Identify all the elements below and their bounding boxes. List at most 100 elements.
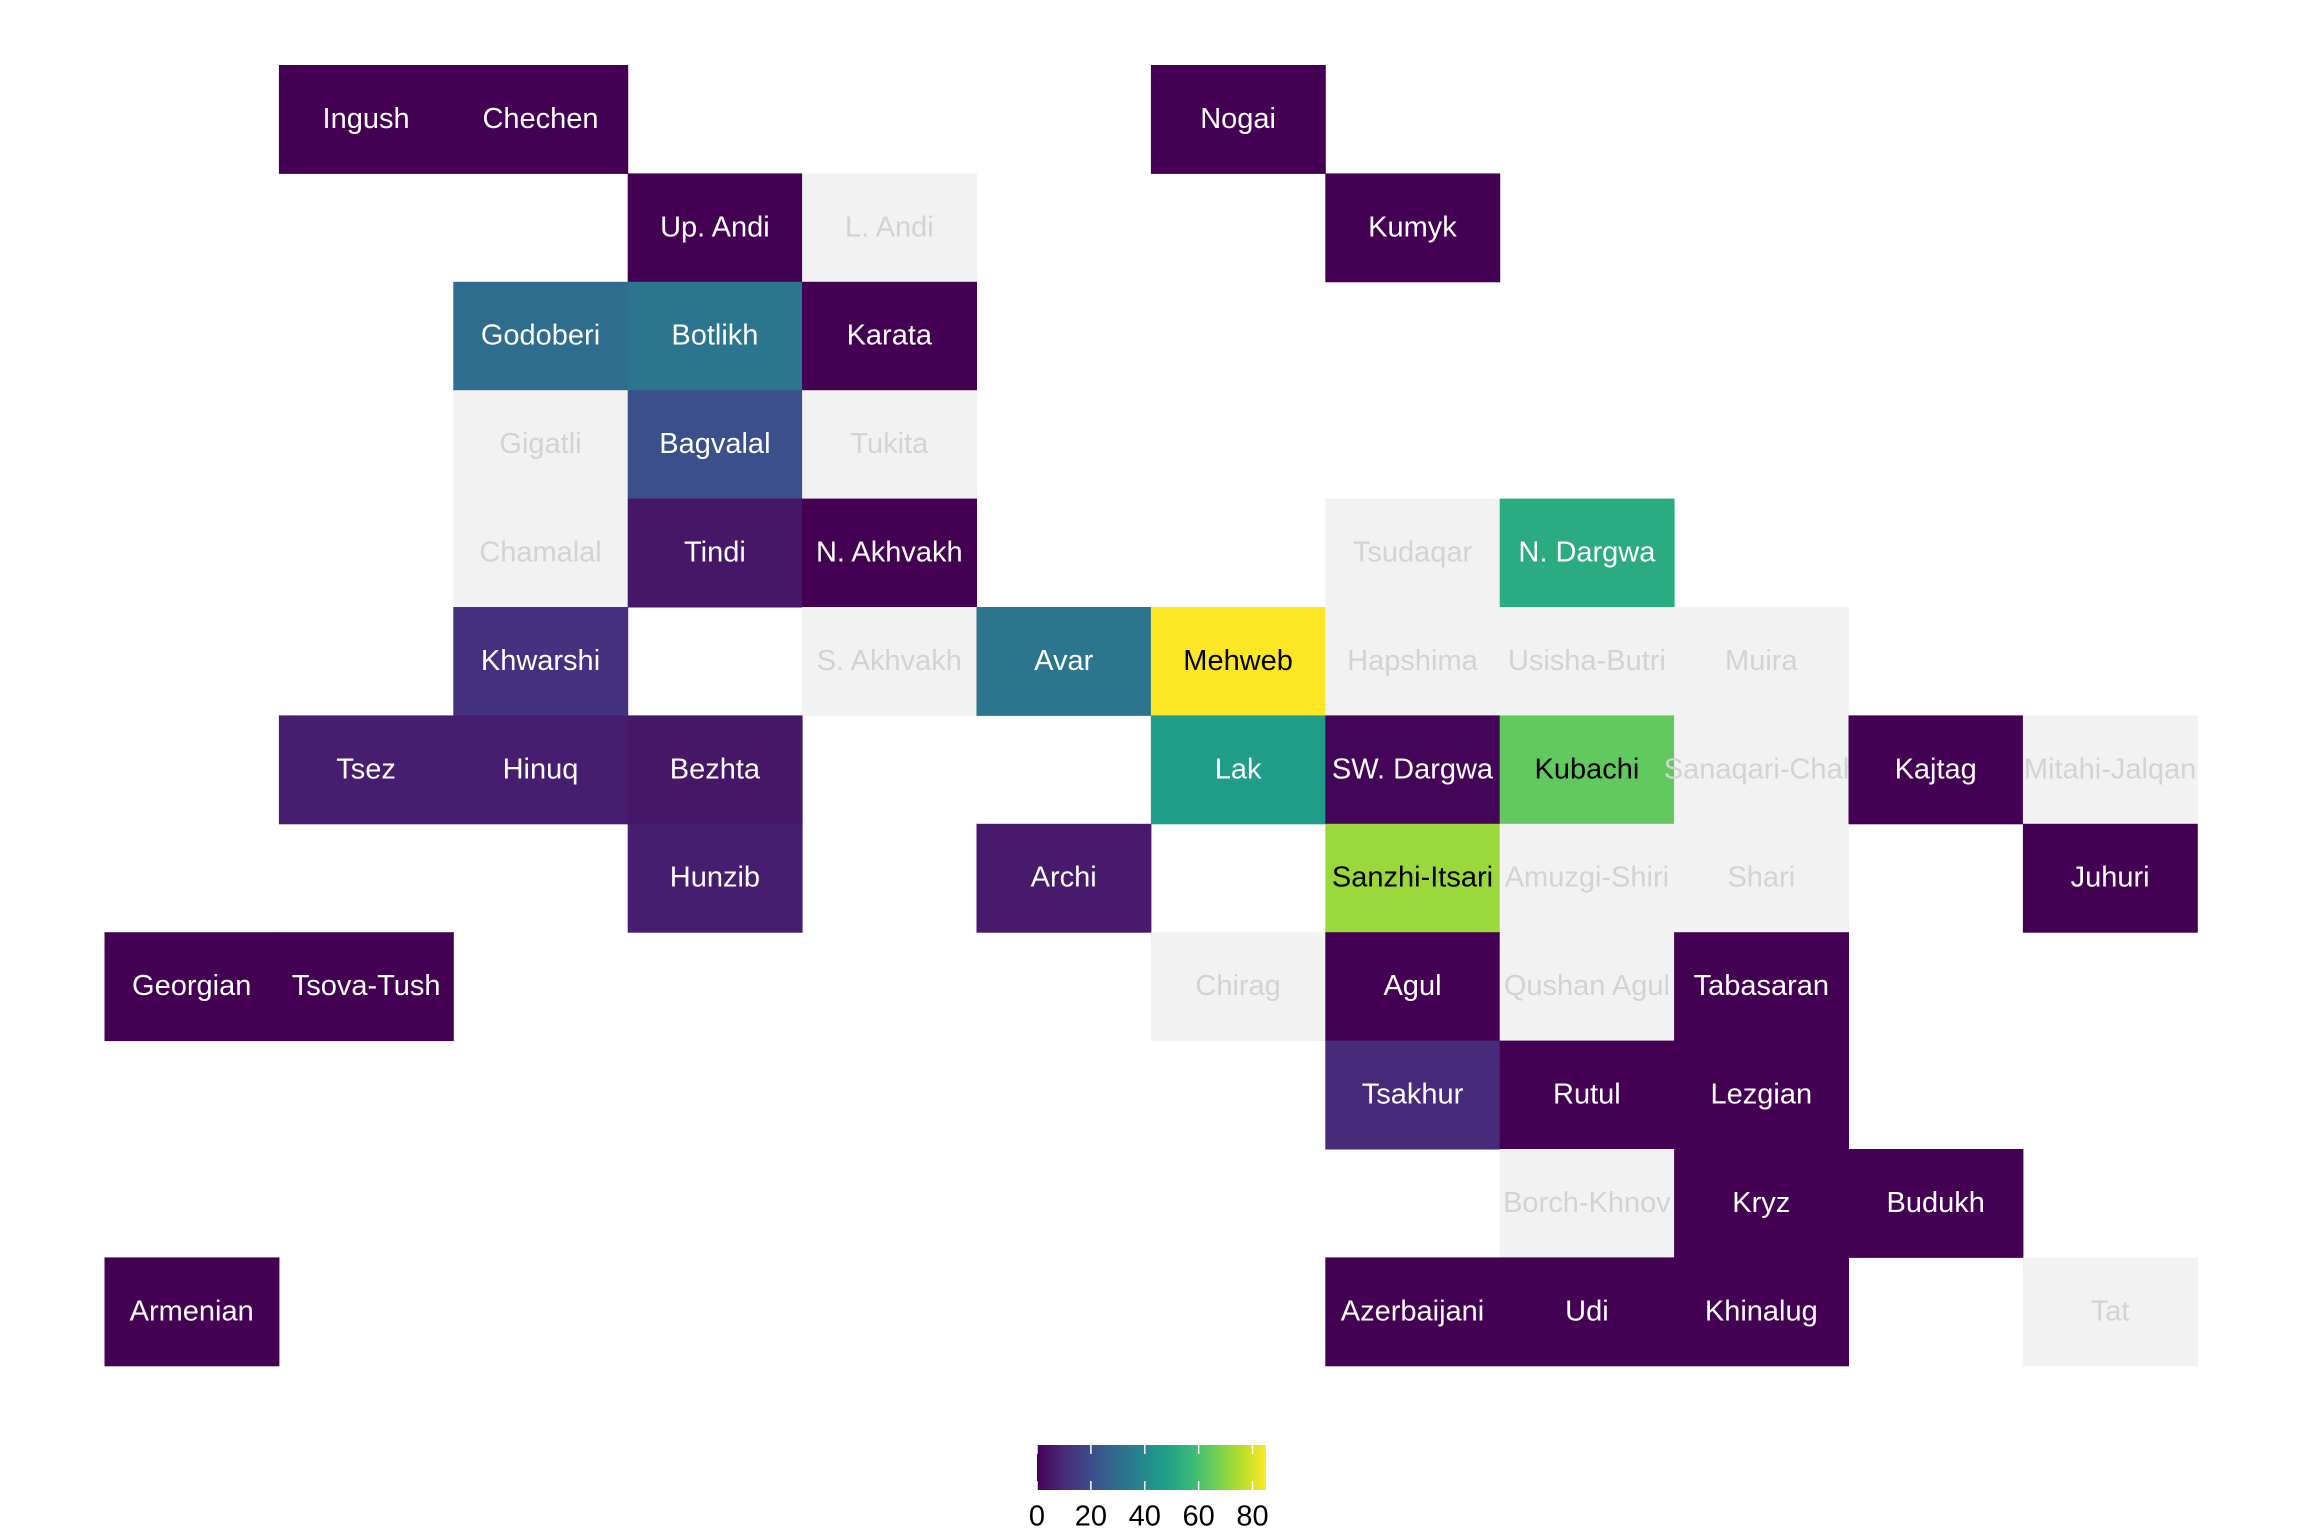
tile-label: Kumyk xyxy=(1368,211,1457,243)
tile xyxy=(1674,1040,1849,1150)
tile xyxy=(453,607,629,716)
tile-label: Lak xyxy=(1215,753,1262,785)
tile xyxy=(1674,1149,1849,1258)
tile-label: Kubachi xyxy=(1534,753,1639,785)
tile xyxy=(1325,1257,1501,1367)
tile-label: Muira xyxy=(1725,645,1798,677)
tile-label: Nogai xyxy=(1200,103,1276,135)
tile-label: Udi xyxy=(1565,1295,1609,1327)
tile-label: Ingush xyxy=(323,103,410,135)
tile xyxy=(2022,1257,2198,1367)
tile xyxy=(1150,607,1326,716)
tile-label: Chirag xyxy=(1195,970,1280,1002)
tile-label: SW. Dargwa xyxy=(1332,753,1494,785)
colorbar-tick-label: 40 xyxy=(1129,1501,1161,1533)
tile-label: Bagvalal xyxy=(659,428,770,460)
tile-label: Juhuri xyxy=(2071,862,2150,894)
tile xyxy=(627,715,803,825)
tile xyxy=(1499,607,1675,716)
tile-label: Hapshima xyxy=(1347,645,1478,677)
tile xyxy=(1325,1040,1501,1150)
tile-label: Gigatli xyxy=(499,428,581,460)
tile-label: Tat xyxy=(2091,1295,2130,1327)
tile xyxy=(1325,173,1501,283)
tile-label: Borch-Khnov xyxy=(1503,1187,1671,1219)
tile-label: Amuzgi-Shiri xyxy=(1505,862,1669,894)
tile xyxy=(802,281,977,391)
tile xyxy=(1325,498,1501,608)
tile xyxy=(976,607,1152,716)
tile xyxy=(1499,1149,1675,1258)
tile-label: Botlikh xyxy=(671,320,758,352)
tile xyxy=(802,173,977,283)
tile-label: L. Andi xyxy=(845,211,934,243)
tile xyxy=(1499,1257,1675,1367)
tile-label: Sanaqari-Chah xyxy=(1664,753,1859,785)
tile-label: S. Akhvakh xyxy=(817,645,962,677)
tile xyxy=(453,281,629,391)
tile-label: Khinalug xyxy=(1705,1295,1818,1327)
tile xyxy=(1325,932,1501,1042)
tile xyxy=(627,281,803,391)
tile-label: Armenian xyxy=(130,1295,254,1327)
tile-label: Khwarshi xyxy=(481,645,600,677)
tile xyxy=(1499,1040,1675,1150)
tile xyxy=(278,932,454,1042)
tile xyxy=(976,823,1152,933)
tile xyxy=(802,498,977,608)
tile xyxy=(802,390,977,500)
tile-label: Usisha-Butri xyxy=(1508,645,1666,677)
tile-label: Tsudaqar xyxy=(1353,536,1473,568)
tile-label: Bezhta xyxy=(670,753,761,785)
tile xyxy=(1150,715,1326,825)
tile-label: Archi xyxy=(1031,862,1097,894)
tile-label: Shari xyxy=(1727,862,1795,894)
tile-label: Avar xyxy=(1034,645,1093,677)
colorbar-tick-label: 80 xyxy=(1236,1501,1268,1533)
tile xyxy=(627,173,803,283)
tile xyxy=(453,390,629,500)
tile xyxy=(2022,823,2198,933)
tile xyxy=(1325,823,1501,933)
colorbar-tick-label: 20 xyxy=(1075,1501,1107,1533)
tile-label: Budukh xyxy=(1887,1187,1985,1219)
colorbar-tick-label: 0 xyxy=(1029,1501,1045,1533)
tile xyxy=(104,932,280,1042)
tile-label: Tindi xyxy=(684,536,746,568)
tile xyxy=(1325,607,1501,716)
tile xyxy=(1848,1149,2024,1258)
tile-label: Kajtag xyxy=(1895,753,1977,785)
tile-label: Rutul xyxy=(1553,1078,1621,1110)
tile-label: Azerbaijani xyxy=(1341,1295,1484,1327)
tile xyxy=(1150,932,1326,1042)
tile-label: N. Akhvakh xyxy=(816,536,963,568)
tile-label: Chamalal xyxy=(479,536,602,568)
tile xyxy=(1674,932,1849,1042)
tile xyxy=(627,498,803,608)
tile-label: Tukita xyxy=(850,428,929,460)
tile-label: Godoberi xyxy=(481,320,600,352)
tile-label: Lezgian xyxy=(1711,1078,1813,1110)
tile xyxy=(1499,823,1675,933)
tile-label: Karata xyxy=(847,320,933,352)
tile xyxy=(1150,65,1326,174)
tile-label: Tsakhur xyxy=(1362,1078,1464,1110)
tile xyxy=(1674,1257,1849,1367)
tile-label: Hunzib xyxy=(670,862,760,894)
tile xyxy=(278,715,454,825)
tile-label: Mitahi-Jalqan xyxy=(2024,753,2196,785)
tile xyxy=(453,498,629,608)
tile xyxy=(1499,498,1675,608)
colorbar-tick-label: 60 xyxy=(1183,1501,1215,1533)
tile-label: Hinuq xyxy=(503,753,579,785)
colorbar xyxy=(1037,1445,1266,1490)
tile xyxy=(1499,932,1675,1042)
tile xyxy=(1674,607,1849,716)
tile xyxy=(802,607,977,716)
tile xyxy=(278,65,454,174)
tile-label: Tabasaran xyxy=(1694,970,1829,1002)
tile-label: Qushan Agul xyxy=(1504,970,1670,1002)
tile xyxy=(1499,715,1675,825)
tile xyxy=(627,390,803,500)
tile xyxy=(1848,715,2024,825)
